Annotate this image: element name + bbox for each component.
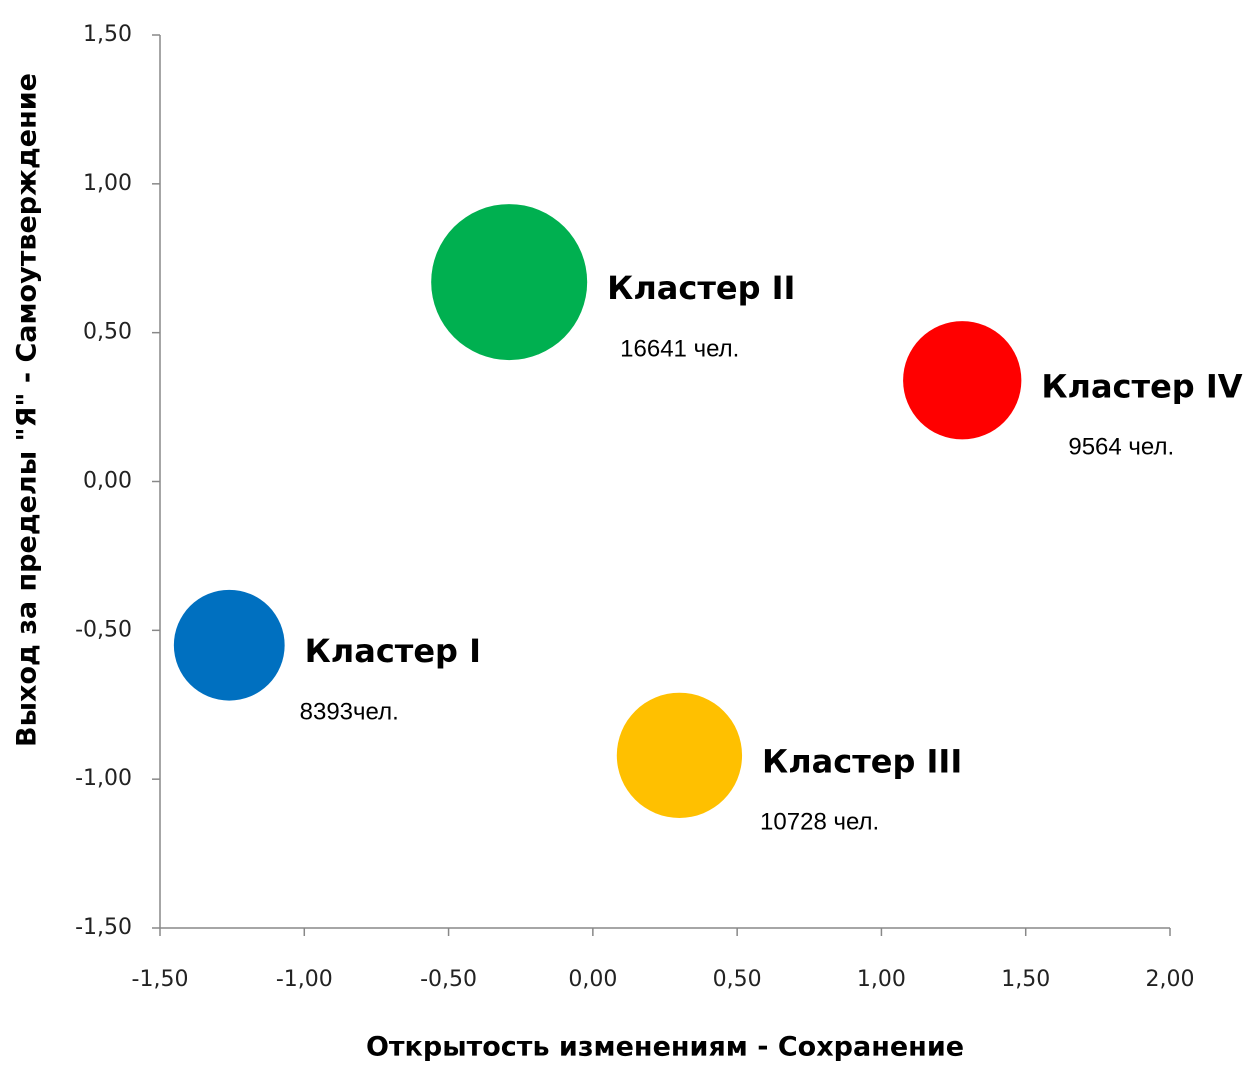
y-tick-label: 0,00 <box>83 469 132 494</box>
bubble-name: Кластер III <box>762 742 962 780</box>
bubble-name: Кластер I <box>305 632 481 670</box>
x-tick-label: -1,00 <box>276 967 333 992</box>
bubble-size-label: 10728 чел. <box>760 809 879 836</box>
y-tick-label: 1,50 <box>83 22 132 47</box>
x-tick-label: 2,00 <box>1146 967 1195 992</box>
x-tick-label: 0,00 <box>568 967 617 992</box>
bubble <box>431 204 588 361</box>
x-tick-label: 0,50 <box>713 967 762 992</box>
bubble <box>173 589 285 701</box>
bubble-size-label: 8393чел. <box>300 699 399 726</box>
y-tick-label: 0,50 <box>83 320 132 345</box>
y-tick-label: -1,50 <box>75 915 132 940</box>
x-axis-title: Открытость изменениям - Сохранение <box>366 1032 964 1063</box>
y-tick-label: 1,00 <box>83 171 132 196</box>
bubble <box>903 321 1022 440</box>
x-tick-label: -1,50 <box>132 967 189 992</box>
x-tick-label: -0,50 <box>420 967 477 992</box>
bubble-size-label: 9564 чел. <box>1068 434 1174 461</box>
y-tick-label: -0,50 <box>75 617 132 642</box>
y-axis-title: Выход за пределы "Я" - Самоутверждение <box>12 73 43 747</box>
x-tick-label: 1,50 <box>1001 967 1050 992</box>
bubble-size-label: 16641 чел. <box>620 335 739 362</box>
bubble <box>616 692 743 818</box>
y-tick-label: -1,00 <box>75 766 132 791</box>
bubble-name: Кластер IV <box>1041 367 1242 405</box>
bubble-name: Кластер II <box>607 269 795 307</box>
x-tick-label: 1,00 <box>857 967 906 992</box>
